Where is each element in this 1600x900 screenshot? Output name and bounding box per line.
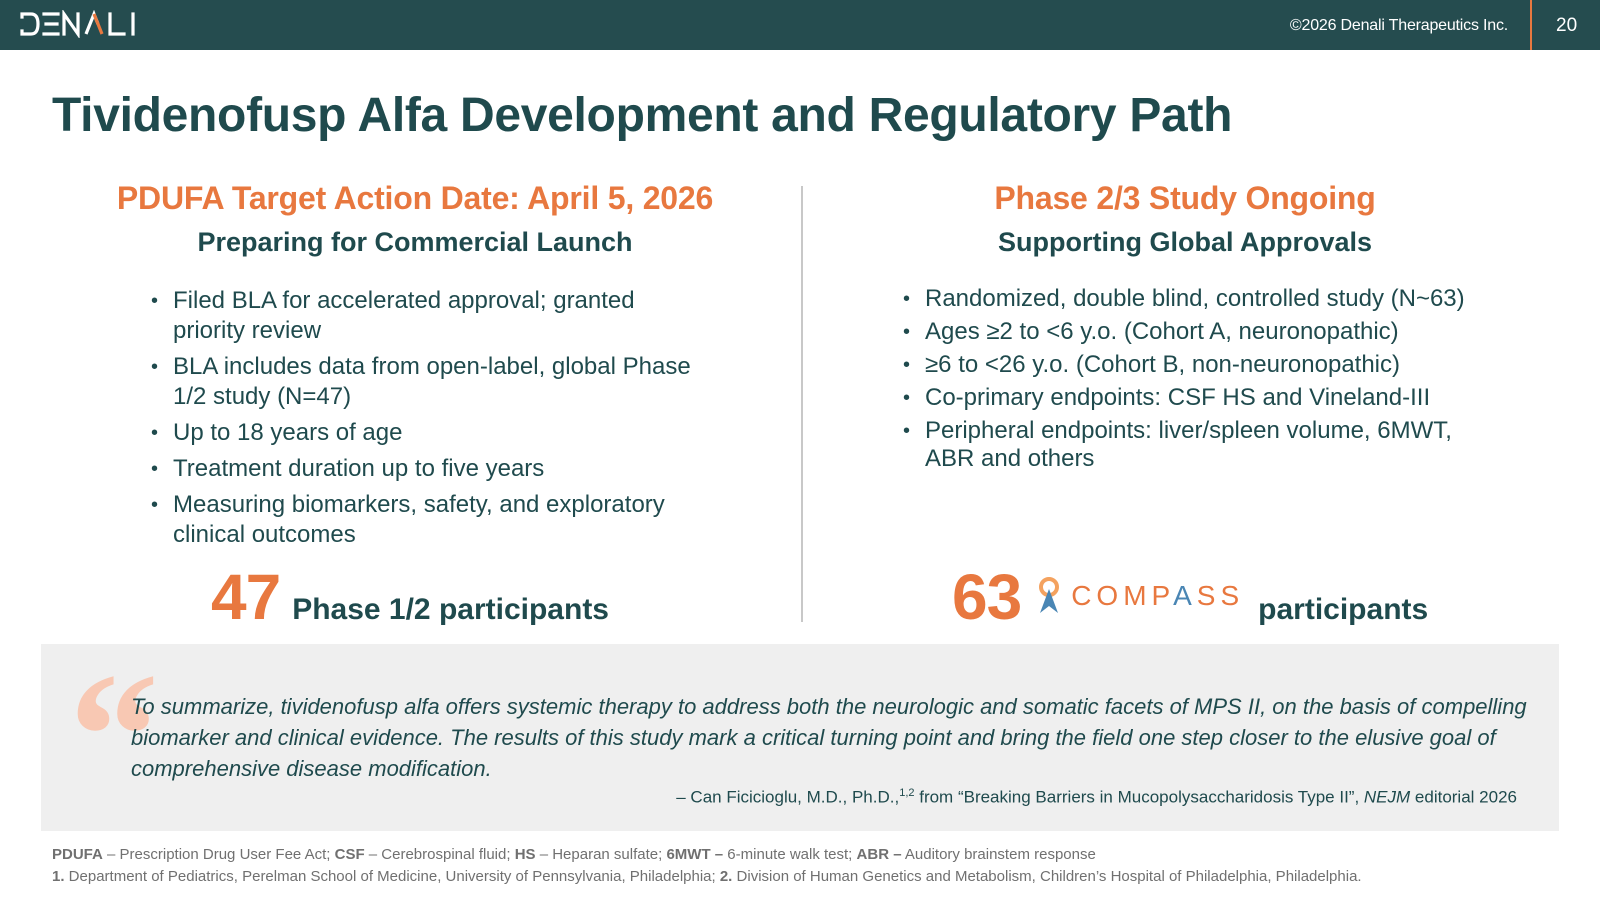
right-column-header: Phase 2/3 Study Ongoing Supporting Globa… xyxy=(810,180,1560,258)
list-item: ≥6 to <26 y.o. (Cohort B, non-neuronopat… xyxy=(903,351,1503,379)
quote-text: To summarize, tividenofusp alfa offers s… xyxy=(131,694,1527,781)
quote-box: “ To summarize, tividenofusp alfa offers… xyxy=(41,644,1559,831)
list-item: Up to 18 years of age xyxy=(151,418,711,448)
right-heading: Phase 2/3 Study Ongoing xyxy=(994,180,1376,216)
compass-wordmark: COMPASS xyxy=(1071,580,1245,611)
right-stat-label: participants xyxy=(1258,593,1429,626)
header-divider xyxy=(1530,0,1532,50)
list-item: BLA includes data from open-label, globa… xyxy=(151,352,711,412)
right-subheading: Supporting Global Approvals xyxy=(997,227,1372,257)
denali-logo xyxy=(20,10,135,38)
abbreviations-footnote: PDUFA – Prescription Drug User Fee Act; … xyxy=(52,846,1096,863)
quote-attribution: – Can Ficicioglu, M.D., Ph.D.,1,2 from “… xyxy=(676,787,1517,807)
left-stat-label: Phase 1/2 participants xyxy=(292,593,609,626)
left-column-header: PDUFA Target Action Date: April 5, 2026 … xyxy=(40,180,790,258)
right-stat-number: 63 xyxy=(952,561,1022,633)
right-stat: 63 COMPASS participants xyxy=(952,560,1428,634)
list-item: Ages ≥2 to <6 y.o. (Cohort A, neuronopat… xyxy=(903,318,1503,346)
compass-logo: COMPASS xyxy=(1035,577,1244,615)
quote-mark-icon: “ xyxy=(69,636,159,835)
left-bullet-list: Filed BLA for accelerated approval; gran… xyxy=(151,286,711,556)
header-bar: ©2026 Denali Therapeutics Inc. 20 xyxy=(0,0,1600,50)
list-item: Measuring biomarkers, safety, and explor… xyxy=(151,490,711,550)
references-footnote: 1. Department of Pediatrics, Perelman Sc… xyxy=(52,868,1362,885)
copyright-text: ©2026 Denali Therapeutics Inc. xyxy=(1289,17,1508,34)
list-item: Peripheral endpoints: liver/spleen volum… xyxy=(903,417,1503,473)
left-stat: 47 Phase 1/2 participants xyxy=(211,560,609,634)
column-divider xyxy=(801,186,803,622)
right-bullet-list: Randomized, double blind, controlled stu… xyxy=(903,285,1503,478)
left-heading: PDUFA Target Action Date: April 5, 2026 xyxy=(116,180,714,216)
list-item: Randomized, double blind, controlled stu… xyxy=(903,285,1503,313)
left-subheading: Preparing for Commercial Launch xyxy=(197,227,633,257)
list-item: Co-primary endpoints: CSF HS and Vinelan… xyxy=(903,384,1503,412)
slide-title: Tividenofusp Alfa Development and Regula… xyxy=(52,89,1233,142)
list-item: Treatment duration up to five years xyxy=(151,454,711,484)
compass-icon xyxy=(1039,577,1060,613)
list-item: Filed BLA for accelerated approval; gran… xyxy=(151,286,711,346)
page-number: 20 xyxy=(1556,15,1578,36)
left-stat-number: 47 xyxy=(211,561,281,633)
